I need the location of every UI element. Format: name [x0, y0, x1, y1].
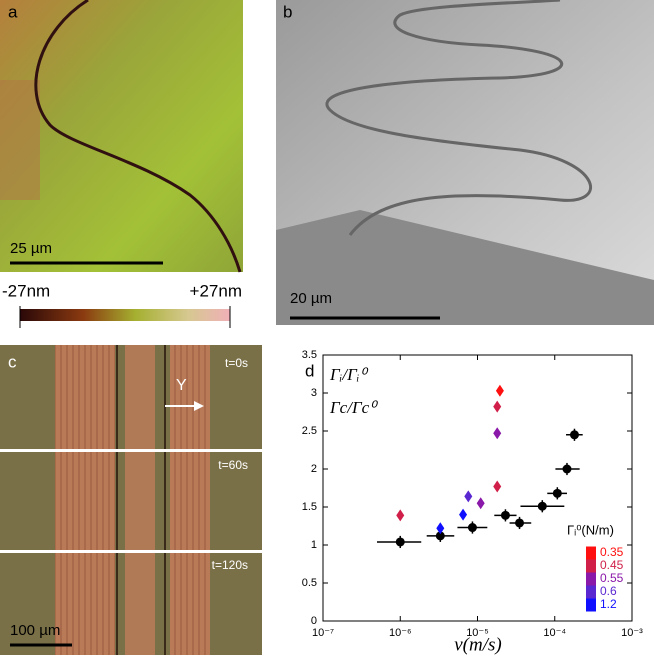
panel-c: c t=0s t=60s t=120s Y 100 µm: [0, 345, 262, 655]
diamond-point: [495, 384, 504, 397]
x-tick-label: 10⁻⁷: [312, 627, 334, 639]
panel-label: b: [283, 2, 292, 21]
panel-d: d v(m/s) Γᵢ/Γᵢ⁰ Γc/Γc⁰ Γᵢ⁰(N/m) 0 0.5 1 1.5…: [302, 349, 643, 655]
diamond-point: [436, 522, 445, 535]
y-tick-label: 3.5: [302, 349, 317, 361]
frame-time: t=60s: [218, 458, 248, 472]
point: [537, 501, 547, 511]
scale-bar-label: 25 µm: [10, 240, 52, 257]
film-band: [55, 345, 115, 655]
diamond-point: [493, 480, 502, 493]
crack-path: [325, 0, 592, 236]
film-band: [125, 345, 155, 655]
point: [562, 464, 572, 474]
legend-label: 0.6: [600, 584, 617, 598]
scale-bar-label: 20 µm: [290, 290, 332, 307]
legend-swatch: [586, 572, 596, 586]
film-band: [170, 345, 210, 655]
legend-label: 0.45: [600, 558, 624, 572]
panel-label: d: [305, 361, 314, 380]
legend-swatch: [586, 598, 596, 612]
legend-swatch: [586, 546, 596, 560]
x-axis-label: v(m/s): [454, 634, 501, 655]
legend-swatch: [586, 585, 596, 599]
frame-separator: [0, 449, 262, 452]
sem-substrate: [276, 210, 654, 325]
arrow-head: [194, 401, 204, 411]
point: [467, 523, 477, 533]
afm-shade: [0, 80, 40, 200]
panel-b: b 20 µm: [276, 0, 654, 325]
legend-label: 1.2: [600, 597, 617, 611]
diamond-point: [459, 508, 468, 521]
scale-bar-label: 100 µm: [10, 622, 60, 639]
panel-label: a: [8, 2, 18, 21]
afm-image: [0, 0, 243, 272]
y-tick-label: 2: [311, 463, 317, 475]
panel-label: c: [8, 352, 17, 371]
diamond-point: [493, 400, 502, 413]
point: [435, 531, 445, 541]
diamond-point: [396, 509, 405, 522]
x-tick-label: 10⁻⁶: [389, 627, 412, 639]
legend-swatch: [586, 559, 596, 573]
diamond-point: [476, 497, 485, 510]
point: [569, 430, 579, 440]
y-tick-label: 0.5: [302, 577, 317, 589]
x-tick-label: 10⁻⁵: [466, 627, 489, 639]
y-tick-label: 2.5: [302, 425, 317, 437]
frame-time: t=0s: [225, 356, 248, 370]
colorbar: [20, 309, 230, 321]
diamond-point: [493, 427, 502, 440]
point: [552, 488, 562, 498]
y-tick-label: 1: [311, 539, 317, 551]
frame-time: t=120s: [212, 558, 248, 572]
crack-line: [34, 0, 242, 273]
y-tick-label: 3: [311, 387, 317, 399]
colorbar-max: +27nm: [190, 281, 242, 300]
annotation: Γᵢ/Γᵢ⁰: [329, 365, 368, 384]
frame-separator: [0, 550, 262, 553]
panel-a: a 25 µm -27nm +27nm: [0, 0, 243, 328]
direction-label: Y: [176, 377, 187, 394]
point: [500, 510, 510, 520]
y-tick-label: 0: [311, 615, 317, 627]
legend-label: 0.35: [600, 545, 624, 559]
annotation: Γc/Γc⁰: [329, 398, 378, 417]
plot-frame: [322, 354, 633, 622]
point: [515, 518, 525, 528]
diamond-point: [464, 490, 473, 503]
x-tick-label: 10⁻⁴: [543, 627, 566, 639]
legend-label: 0.55: [600, 571, 624, 585]
point: [395, 537, 405, 547]
colorbar-min: -27nm: [2, 281, 50, 300]
y-tick-label: 1.5: [302, 501, 317, 513]
colorbar-title: Γᵢ⁰(N/m): [567, 522, 614, 537]
x-tick-label: 10⁻³: [621, 627, 643, 639]
